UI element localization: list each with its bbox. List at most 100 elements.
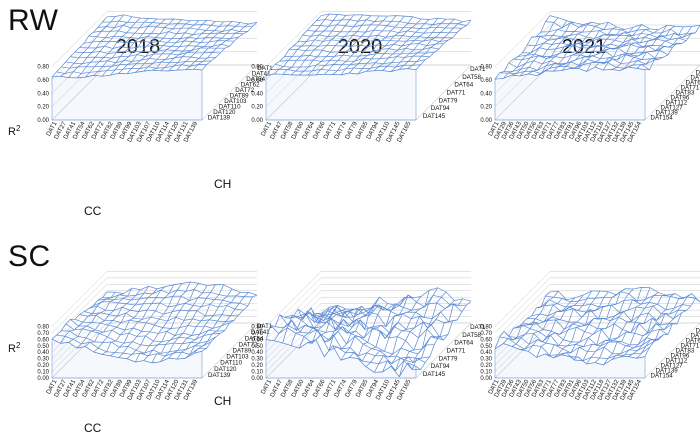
depth-tick-label: DAT64 [454,82,473,89]
depth-tick-label: DAT1 [257,323,273,330]
y-tick-label: 0.40 [37,91,49,97]
side-gridline [494,38,551,94]
surface-line-depth [494,15,551,80]
surface-line-depth [340,305,397,361]
surface-line-depth [51,291,108,340]
y-tick-label: 0.70 [251,331,263,337]
side-gridline [494,11,551,67]
depth-tick-label: DAT120 [213,109,236,116]
surface-line-depth [274,307,330,341]
surface-line-depth [332,15,388,75]
surface-line-depth [76,287,133,349]
side-gridline [51,11,108,67]
surface-line-depth [315,15,372,76]
surface-line-depth [644,297,700,357]
side-gridline [494,322,551,379]
depth-tick-label: DAT145 [423,113,446,120]
side-gridline [51,64,108,121]
surface-line-depth [135,20,191,73]
surface-line-depth [636,293,692,359]
surface-line-depth [143,20,199,72]
side-gridline [265,290,322,346]
depth-tick-label: DAT154 [651,373,674,380]
surface-line-depth [307,309,363,344]
surface-line-depth [93,286,149,353]
surface-line-depth [578,288,634,362]
y-tick-label: 0.40 [480,350,492,356]
depth-tick-label: DAT110 [219,103,241,110]
y-tick-label: 0.00 [251,376,263,382]
y-tick-label: 0.30 [251,357,263,363]
y-tick-label: 0.20 [251,105,263,111]
depth-axis-label: CH [214,177,231,191]
surface-line-depth [135,281,191,363]
surface-line-depth [274,13,330,75]
surface-plot-rw-2021: 0.800.600.400.200.00DAT1DAT29DAT36DAT43D… [480,11,700,144]
x-axis-label: CC [84,421,102,435]
surface-line-depth [503,290,559,344]
side-gridline [265,316,322,372]
y-tick-label: 0.70 [37,331,49,337]
surface-line-depth [594,287,651,363]
y-tick-label: 0.80 [480,65,492,71]
y-tick-label: 0.20 [480,105,492,111]
surface-line-depth [85,17,141,78]
side-gridline [51,309,108,366]
side-gridline [265,309,322,366]
surface-line-depth [265,15,322,77]
surface-line-depth [315,305,372,343]
surface-line-depth [365,296,422,368]
y-tick-label: 0.10 [251,370,263,376]
surface-line-depth [307,14,363,76]
surface-line-depth [503,17,559,79]
surface-line-depth [553,22,609,72]
surface-line-depth [628,298,684,357]
surface-line-depth [151,19,208,71]
surface-line-depth [201,21,258,71]
side-gridline [494,309,551,366]
depth-tick-label: DAT94 [431,363,450,370]
surface-line-depth [390,18,447,72]
surface-line-depth [176,288,233,360]
depth-tick-label: DAT63 [686,80,700,87]
depth-tick-label: DAT54 [246,76,265,83]
surface-line-depth [544,23,601,72]
surface-line-depth [143,283,199,361]
surface-line-depth [340,15,397,76]
surface-line-depth [51,16,108,78]
depth-tick-label: DAT41 [252,70,271,77]
surface-line-depth [619,25,676,71]
y-tick-label: 0.80 [251,65,263,71]
surface-front-skirt [494,66,646,121]
surface-line-depth [151,285,208,363]
surface-line-depth [168,21,224,72]
surface-line-depth [185,292,241,359]
side-gridline [494,316,551,372]
y-tick-label: 0.00 [480,118,492,124]
y-tick-label: 0.00 [37,118,49,124]
surface-line-depth [160,21,216,72]
surface-line-depth [110,286,166,357]
y-tick-label: 0.20 [480,363,492,369]
surface-line-depth [544,290,601,356]
surface-line-depth [494,291,551,350]
surface-line-depth [176,21,233,71]
row-label-rw: RW [8,4,59,37]
surface-line-depth [282,14,338,75]
side-gridline [494,277,551,334]
surface-line-depth [561,294,617,356]
side-gridline [265,64,322,121]
surface-line-x [545,291,696,303]
y-tick-label: 0.70 [480,331,492,337]
depth-tick-label: DAT83 [676,348,695,355]
surface-front-skirt [51,68,203,121]
surface-line-depth [611,25,667,70]
y-tick-label: 0.20 [37,363,49,369]
surface-line-depth [382,18,438,71]
surface-front-skirt [494,343,646,379]
surface-line-depth [569,288,626,361]
surface-line-depth [553,291,609,359]
surface-line-depth [398,300,455,377]
y-tick-label: 0.10 [37,370,49,376]
